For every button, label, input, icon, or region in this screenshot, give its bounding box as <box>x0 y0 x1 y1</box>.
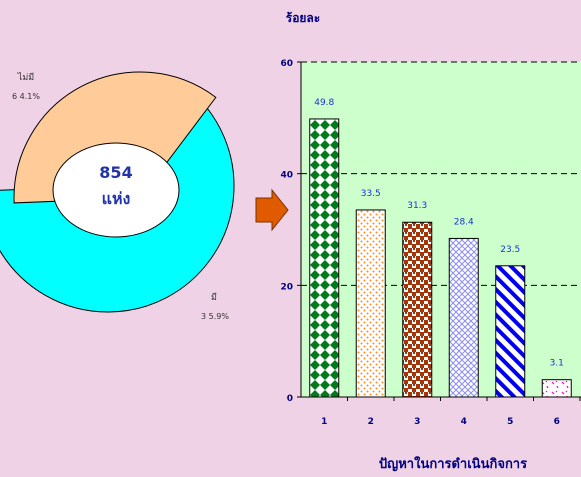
bar-value-label: 33.5 <box>361 189 381 199</box>
y-tick-label: 20 <box>280 282 293 292</box>
donut-center-value: 854 <box>99 163 132 182</box>
x-tick-label: 4 <box>461 417 467 427</box>
bar <box>448 237 479 398</box>
y-tick-label: 0 <box>287 394 293 404</box>
slice-value-no: 6 4.1% <box>12 92 40 101</box>
y-tick-label: 40 <box>280 171 293 181</box>
bar <box>355 209 386 398</box>
slice-value-yes: 3 5.9% <box>201 312 229 321</box>
x-tick-label: 1 <box>321 417 327 427</box>
donut-center <box>52 142 180 238</box>
bar-value-label: 23.5 <box>500 245 520 255</box>
y-tick-label: 60 <box>280 59 293 69</box>
x-tick-label: 2 <box>368 417 374 427</box>
x-tick-label: 6 <box>554 417 560 427</box>
bar <box>309 118 340 398</box>
bar <box>541 379 572 398</box>
y-axis-title: ร้อยละ <box>286 11 320 25</box>
plot-area <box>301 62 581 397</box>
slice-label-yes: มี <box>211 292 217 303</box>
x-axis-title: ปัญหาในการดำเนินกิจการ <box>379 455 527 472</box>
donut-chart: 854 แห่ง ไม่มี 6 4.1% มี 3 5.9% <box>0 71 235 321</box>
x-tick-label: 3 <box>414 417 420 427</box>
bar-value-label: 28.4 <box>454 217 474 227</box>
donut-center-unit: แห่ง <box>102 189 131 208</box>
bar <box>495 265 526 398</box>
arrow-icon <box>255 188 289 232</box>
bar-value-label: 49.8 <box>314 98 334 108</box>
bar-chart: ร้อยละ 0 20 40 60 49.8 33.5 31.3 28.4 23.5 3.1 1… <box>280 11 581 472</box>
bar-value-label: 31.3 <box>407 201 427 211</box>
x-tick-label: 5 <box>507 417 513 427</box>
slice-label-no: ไม่มี <box>17 72 34 83</box>
bar <box>402 221 433 398</box>
bar-value-label: 3.1 <box>550 359 564 369</box>
